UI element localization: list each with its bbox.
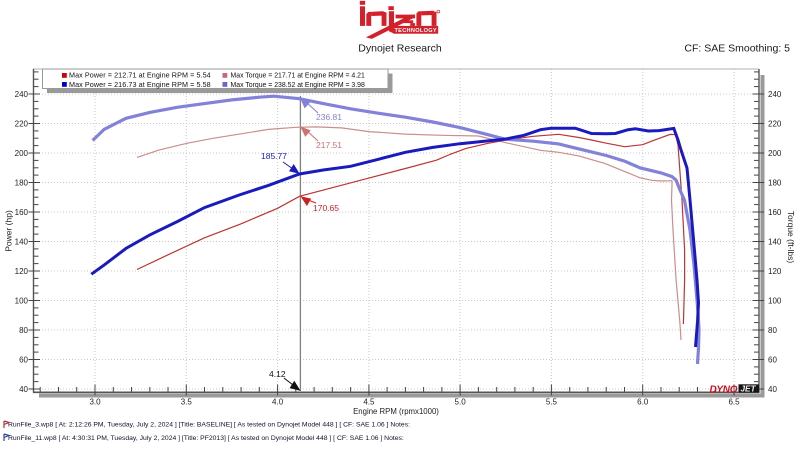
svg-text:160: 160 xyxy=(15,208,29,217)
svg-text:RunFile_11.wp8 [ At: 4:30:31 P: RunFile_11.wp8 [ At: 4:30:31 PM, Tuesday… xyxy=(8,435,404,442)
svg-text:185.77: 185.77 xyxy=(261,151,287,161)
svg-text:240: 240 xyxy=(15,90,29,99)
svg-text:3.5: 3.5 xyxy=(181,398,193,407)
svg-text:200: 200 xyxy=(15,149,29,158)
svg-text:JET: JET xyxy=(741,385,757,394)
svg-text:3.0: 3.0 xyxy=(89,398,101,407)
svg-text:Engine RPM (rpmx1000): Engine RPM (rpmx1000) xyxy=(353,407,439,416)
svg-text:100: 100 xyxy=(15,297,29,306)
svg-text:80: 80 xyxy=(19,326,28,335)
svg-text:220: 220 xyxy=(15,120,29,129)
svg-text:5.0: 5.0 xyxy=(455,398,467,407)
svg-text:Torque (ft-lbs): Torque (ft-lbs) xyxy=(786,211,796,264)
svg-text:120: 120 xyxy=(15,267,29,276)
svg-text:220: 220 xyxy=(768,120,782,129)
svg-text:DYNO: DYNO xyxy=(710,384,738,395)
svg-text:4.5: 4.5 xyxy=(363,398,375,407)
svg-text:180: 180 xyxy=(15,179,29,188)
svg-text:Power (hp): Power (hp) xyxy=(4,210,14,252)
svg-text:4.0: 4.0 xyxy=(272,398,284,407)
svg-text:Dynojet Research: Dynojet Research xyxy=(358,43,442,55)
svg-text:140: 140 xyxy=(768,238,782,247)
svg-text:170.65: 170.65 xyxy=(313,203,339,213)
svg-text:5.5: 5.5 xyxy=(546,398,558,407)
svg-text:TECHNOLOGY: TECHNOLOGY xyxy=(394,28,436,34)
svg-text:RunFile_3.wp8 [ At: 2:12:26 PM: RunFile_3.wp8 [ At: 2:12:26 PM, Tuesday,… xyxy=(8,422,410,429)
svg-text:6.0: 6.0 xyxy=(637,398,649,407)
svg-text:160: 160 xyxy=(768,208,782,217)
svg-text:Max Torque = 238.52 at Engine: Max Torque = 238.52 at Engine RPM = 3.98 xyxy=(231,82,365,89)
svg-text:200: 200 xyxy=(768,149,782,158)
svg-text:Max Power = 216.73 at Engine R: Max Power = 216.73 at Engine RPM = 5.58 xyxy=(69,80,211,89)
svg-text:60: 60 xyxy=(19,356,28,365)
svg-text:40: 40 xyxy=(768,385,777,394)
svg-text:CF: SAE Smoothing: 5: CF: SAE Smoothing: 5 xyxy=(684,43,790,55)
svg-text:217.51: 217.51 xyxy=(316,140,342,150)
svg-text:6.5: 6.5 xyxy=(728,398,740,407)
svg-text:240: 240 xyxy=(768,90,782,99)
svg-text:80: 80 xyxy=(768,326,777,335)
svg-text:236.81: 236.81 xyxy=(316,112,342,122)
svg-text:40: 40 xyxy=(19,385,28,394)
svg-text:100: 100 xyxy=(768,297,782,306)
svg-text:4.12: 4.12 xyxy=(269,369,286,379)
svg-text:140: 140 xyxy=(15,238,29,247)
svg-text:Max Torque = 217.71 at Engine: Max Torque = 217.71 at Engine RPM = 4.21 xyxy=(231,73,365,80)
svg-text:180: 180 xyxy=(768,179,782,188)
svg-text:60: 60 xyxy=(768,356,777,365)
svg-text:120: 120 xyxy=(768,267,782,276)
svg-text:Max Power = 212.71 at Engine R: Max Power = 212.71 at Engine RPM = 5.54 xyxy=(69,71,211,80)
